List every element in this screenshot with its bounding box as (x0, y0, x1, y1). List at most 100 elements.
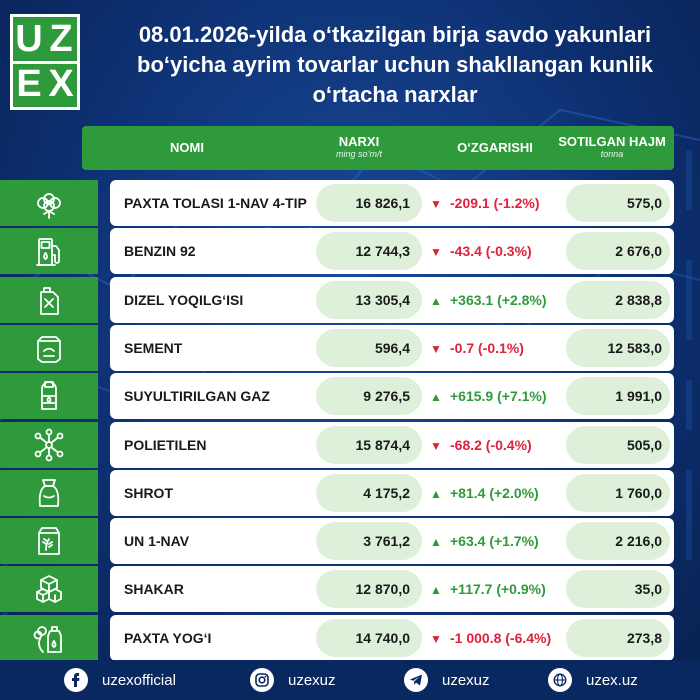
feed-sack-icon (38, 478, 60, 507)
price-highlight (316, 473, 422, 512)
product-change: ▼ -0.7 (-0.1%) (430, 325, 570, 371)
product-price: 4 175,2 (363, 484, 410, 501)
cotton-icon (37, 193, 61, 219)
table-row: UN 1-NAV 3 761,2 ▲ +63.4 (+1.7%) 2 216,0 (0, 518, 700, 565)
price-highlight (316, 377, 422, 416)
product-volume: 35,0 (634, 581, 662, 598)
volume-highlight (566, 618, 670, 657)
header-volume-unit: tonna (600, 149, 624, 159)
globe-icon (548, 668, 572, 692)
header-price-unit: ming soʻm/t (335, 149, 382, 159)
molecule-icon (34, 428, 64, 461)
row-card: BENZIN 92 12 744,3 ▼ -43.4 (-0.3%) 2 676,0 (110, 228, 674, 275)
change-value: -0.7 (-0.1%) (450, 339, 524, 356)
header-volume-label: SOTILGAN HAJM (558, 134, 666, 149)
change-value: +363.1 (+2.8%) (450, 291, 547, 308)
product-price: 13 305,4 (355, 291, 411, 308)
change-value: +63.4 (+1.7%) (450, 533, 539, 550)
volume-highlight (566, 328, 670, 367)
product-name: POLIETILEN (124, 436, 207, 453)
volume-highlight (566, 570, 670, 609)
price-highlight (316, 425, 422, 464)
volume-highlight (566, 280, 670, 319)
product-change: ▲ +615.9 (+7.1%) (430, 373, 570, 419)
uzex-logo: U Z E X (10, 14, 80, 110)
facebook-link[interactable]: uzexofficial (64, 668, 176, 692)
cement-bag-icon (37, 335, 61, 363)
header-name: NOMI (82, 126, 292, 170)
website-link[interactable]: uzex.uz (548, 668, 638, 692)
volume-highlight (566, 232, 670, 271)
price-highlight (316, 570, 422, 609)
row-icon-box (0, 518, 98, 565)
logo-letter: Z (49, 18, 73, 60)
telegram-link[interactable]: uzexuz (404, 668, 490, 692)
change-value: +615.9 (+7.1%) (450, 388, 547, 405)
row-card: DIZEL YOQILGʻISI 13 305,4 ▲ +363.1 (+2.8%) 2… (110, 276, 674, 323)
table-row: DIZEL YOQILGʻISI 13 305,4 ▲ +363.1 (+2.8%) 2… (0, 276, 700, 323)
product-volume: 12 583,0 (607, 339, 663, 356)
product-name: SEMENT (124, 339, 183, 356)
product-change: ▼ -1 000.8 (-6.4%) (430, 615, 570, 661)
product-name: DIZEL YOQILGʻISI (124, 291, 244, 308)
page-title: 08.01.2026-yilda oʻtkazilgan birja savdo… (137, 22, 653, 107)
row-icon-box (0, 276, 98, 323)
product-change: ▲ +117.7 (+0.9%) (430, 566, 570, 612)
product-volume: 2 838,8 (615, 291, 662, 308)
header-change-label: OʻZGARISHI (457, 140, 533, 155)
table-row: SHAKAR 12 870,0 ▲ +117.7 (+0.9%) 35,0 (0, 566, 700, 613)
product-price: 3 761,2 (363, 533, 410, 550)
fuel-canister-icon (40, 286, 59, 315)
price-highlight (316, 280, 422, 319)
table-row: BENZIN 92 12 744,3 ▼ -43.4 (-0.3%) 2 676,0 (0, 228, 700, 275)
product-price: 9 276,5 (363, 388, 410, 405)
product-name: BENZIN 92 (124, 243, 196, 260)
product-change: ▼ -209.1 (-1.2%) (430, 180, 570, 226)
product-change: ▲ +81.4 (+2.0%) (430, 470, 570, 516)
instagram-handle: uzexuz (288, 671, 336, 689)
change-value: +117.7 (+0.9%) (450, 581, 546, 598)
product-price: 596,4 (374, 339, 410, 356)
logo-divider (13, 61, 77, 64)
row-icon-box (0, 421, 98, 468)
product-change: ▼ -68.2 (-0.4%) (430, 422, 570, 468)
row-card: SHAKAR 12 870,0 ▲ +117.7 (+0.9%) 35,0 (110, 566, 674, 613)
price-highlight (316, 328, 422, 367)
instagram-link[interactable]: uzexuz (250, 668, 336, 692)
product-volume: 1 760,0 (615, 484, 662, 501)
table-row: SHROT 4 175,2 ▲ +81.4 (+2.0%) 1 760,0 (0, 469, 700, 516)
volume-highlight (566, 184, 670, 222)
row-card: SHROT 4 175,2 ▲ +81.4 (+2.0%) 1 760,0 (110, 469, 674, 516)
cotton-oil-icon (33, 625, 62, 653)
product-name: SUYULTIRILGAN GAZ (124, 388, 270, 405)
change-value: -43.4 (-0.3%) (450, 243, 532, 260)
arrow-down-icon: ▼ (430, 631, 442, 646)
header-change: OʻZGARISHI (420, 126, 570, 170)
product-change: ▲ +63.4 (+1.7%) (430, 518, 570, 564)
product-price: 15 874,4 (355, 436, 411, 453)
product-volume: 575,0 (626, 195, 662, 211)
product-price: 12 870,0 (355, 581, 411, 598)
telegram-icon (404, 668, 428, 692)
product-name: SHAKAR (124, 581, 184, 598)
row-icon-box (0, 180, 98, 226)
arrow-up-icon: ▲ (430, 293, 442, 308)
row-icon-box (0, 228, 98, 275)
table-header: NOMI NARXI ming soʻm/t OʻZGARISHI SOTILG… (82, 126, 674, 170)
table-row: SUYULTIRILGAN GAZ 9 276,5 ▲ +615.9 (+7.1%) 1… (0, 373, 700, 420)
instagram-icon (250, 668, 274, 692)
row-icon-box (0, 373, 98, 420)
row-card: PAXTA YOGʻI 14 740,0 ▼ -1 000.8 (-6.4%) 273,… (110, 614, 674, 661)
volume-highlight (566, 425, 670, 464)
product-change: ▲ +363.1 (+2.8%) (430, 277, 570, 323)
facebook-icon (64, 668, 88, 692)
change-value: -209.1 (-1.2%) (450, 195, 540, 211)
fuel-pump-icon (36, 238, 60, 267)
table-row: SEMENT 596,4 ▼ -0.7 (-0.1%) 12 583,0 (0, 324, 700, 371)
volume-highlight (566, 473, 670, 512)
row-icon-box (0, 614, 98, 661)
row-icon-box (0, 566, 98, 613)
price-highlight (316, 184, 422, 222)
change-value: -68.2 (-0.4%) (450, 436, 532, 453)
product-name: PAXTA TOLASI 1-NAV 4-TIP (124, 195, 307, 211)
